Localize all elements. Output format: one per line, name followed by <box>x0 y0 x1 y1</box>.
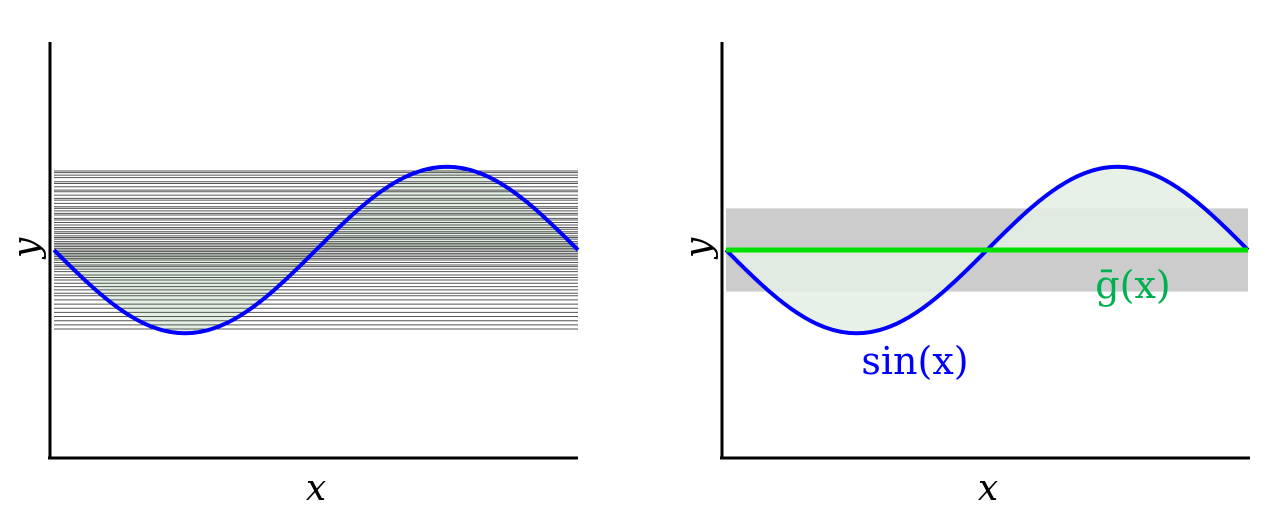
right-panel: x y sin(x) ḡ(x) <box>678 42 1250 509</box>
right-x-label: x <box>978 468 998 509</box>
gbar-label: ḡ(x) <box>1095 263 1170 307</box>
sin-label: sin(x) <box>861 339 968 383</box>
left-y-label: y <box>6 237 47 260</box>
left-x-label: x <box>306 468 326 509</box>
left-panel: x y <box>6 42 580 509</box>
left-sin-curve <box>52 164 580 336</box>
right-y-label: y <box>678 237 719 260</box>
